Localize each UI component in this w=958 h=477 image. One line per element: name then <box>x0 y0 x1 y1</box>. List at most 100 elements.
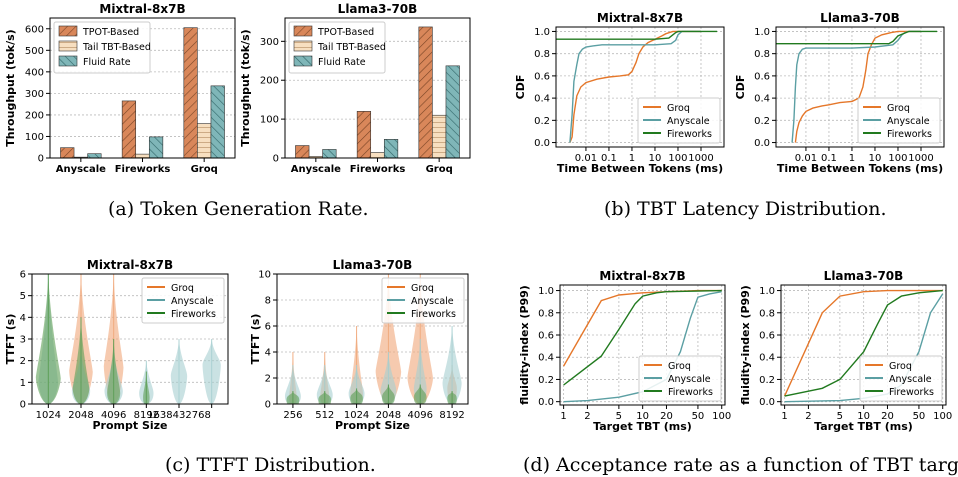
a1-bar-fluid-rate-0 <box>87 153 102 159</box>
d1-ytick-label-2: 0.4 <box>538 353 554 364</box>
c2-legend-label-2: Fireworks <box>411 309 456 320</box>
c1-xlabel: Prompt Size <box>92 419 167 432</box>
c1-axes-frame <box>31 273 229 405</box>
d1-xtick-label-0: 1 <box>560 411 566 422</box>
c1-ytick-label-2: 2 <box>20 356 26 367</box>
a2-bar-fluid-rate-0 <box>322 149 337 159</box>
c2-legend-label-0: Groq <box>411 283 434 294</box>
b1-ytick-label-4: 0.8 <box>534 49 550 60</box>
a1-legend-label-2: Fluid Rate <box>83 57 131 68</box>
b1-ylabel: CDF <box>514 75 527 100</box>
d2-chart: 0.0 0.2 0.4 0.6 0.8 1.0 1 2 5 10 20 50 100 Llama3-70B… <box>739 269 952 433</box>
a1-ytick-label-4: 400 <box>25 67 44 78</box>
d2-ytick-label-4: 0.8 <box>759 308 775 319</box>
d2-xlabel: Target TBT (ms) <box>814 420 913 433</box>
b2-ytick-label-5: 1.0 <box>754 27 770 38</box>
c2-xtick-label-0: 256 <box>283 410 302 421</box>
c2-xtick-label-2: 1024 <box>344 410 369 421</box>
c2-ytick-label-0: 0 <box>265 400 271 411</box>
caption-c: (c) TTFT Distribution. <box>165 454 376 476</box>
d1-xtick-label-5: 50 <box>692 411 705 422</box>
b2-legend-box <box>857 97 941 144</box>
b2-legend-label-1: Anyscale <box>887 116 930 127</box>
b2-ytick-label-1: 0.2 <box>754 116 770 127</box>
a1-title: Mixtral-8x7B <box>99 2 185 16</box>
a2-legend-label-1: Tail TBT-Based <box>317 42 386 53</box>
c1-ylabel: TTFT (s) <box>4 314 17 365</box>
b1-ytick-label-5: 1.0 <box>534 27 550 38</box>
c2-ytick-label-3: 6 <box>265 322 271 333</box>
b2-chart: 0.0 0.2 0.4 0.6 0.8 1.0 0.01 0.1 1 10 100 1000 Llama… <box>734 11 945 175</box>
d2-legend-label-2: Fireworks <box>889 387 934 398</box>
d2-ytick-label-5: 1.0 <box>759 286 775 297</box>
a2-ytick-label-1: 100 <box>260 115 279 126</box>
d2-ylabel: fluidity-index (P99) <box>739 285 752 405</box>
b1-legend-label-0: Groq <box>667 103 690 114</box>
b1-xtick-label-5: 1000 <box>688 153 713 164</box>
c1-legend-box <box>141 277 225 324</box>
a1-bar-tail-tbt-based-1 <box>135 153 150 159</box>
a2-legend-box <box>288 21 386 74</box>
d1-chart: 0.0 0.2 0.4 0.6 0.8 1.0 1 2 5 10 20 50 100 Mixtral-8x… <box>518 269 731 433</box>
a2-title: Llama3-70B <box>338 2 418 16</box>
c2-xtick-label-4: 4096 <box>408 410 433 421</box>
a2-legend-label-2: Fluid Rate <box>318 57 366 68</box>
a2-bar-tail-tbt-based-2 <box>432 114 447 159</box>
c2-ytick-label-4: 8 <box>265 296 271 307</box>
c2-ytick-label-2: 4 <box>265 348 271 359</box>
a1-legend-swatch-1 <box>58 40 78 52</box>
a2-bar-tpot-based-1 <box>356 111 372 159</box>
c1-xtick-label-2: 4096 <box>101 410 126 421</box>
b2-xtick-label-5: 1000 <box>908 153 933 164</box>
b1-xtick-label-2: 1 <box>629 153 635 164</box>
b1-legend-label-2: Fireworks <box>667 129 712 140</box>
d1-xtick-label-3: 10 <box>636 411 649 422</box>
b1-legend-label-1: Anyscale <box>667 116 710 127</box>
b2-ytick-label-2: 0.4 <box>754 94 770 105</box>
a2-xtick-label-1: Fireworks <box>350 164 406 175</box>
c2-title: Llama3-70B <box>333 258 413 272</box>
b1-line-fireworks <box>556 30 718 40</box>
b2-xtick-label-3: 10 <box>869 153 882 164</box>
d1-ytick-label-1: 0.2 <box>538 375 554 386</box>
d2-line-groq <box>783 289 943 397</box>
b2-xtick-label-2: 1 <box>849 153 855 164</box>
a1-ytick-label-3: 300 <box>25 89 44 100</box>
a2-ytick-label-0: 0 <box>273 154 279 165</box>
d1-ytick-label-5: 1.0 <box>538 286 554 297</box>
a2-ytick-label-3: 300 <box>260 37 279 48</box>
d2-title: Llama3-70B <box>824 269 904 283</box>
b1-line-anyscale <box>569 30 701 143</box>
d2-xtick-label-5: 50 <box>913 411 926 422</box>
a1-bar-fluid-rate-2 <box>210 85 225 159</box>
b1-xtick-label-0: 0.01 <box>575 153 597 164</box>
c2-xtick-label-1: 512 <box>315 410 334 421</box>
a2-chart: 0 100 200 300 Anyscale Fireworks Groq Llama3-70… <box>239 2 471 175</box>
b1-xtick-label-1: 0.1 <box>601 153 617 164</box>
d2-xtick-label-1: 2 <box>805 411 811 422</box>
c2-ytick-label-5: 10 <box>258 270 271 281</box>
d2-ytick-label-0: 0.0 <box>759 397 775 408</box>
d2-line-fireworks <box>784 289 943 397</box>
c1-legend-label-0: Groq <box>171 283 194 294</box>
b2-title: Llama3-70B <box>820 11 900 25</box>
caption-d: (d) Acceptance rate as a function of TBT… <box>523 454 958 476</box>
d1-legend-label-0: Groq <box>668 361 691 372</box>
a1-bar-fluid-rate-1 <box>148 136 164 159</box>
a1-legend-swatch-2 <box>58 55 78 67</box>
b1-xtick-label-3: 10 <box>649 153 662 164</box>
b1-xlabel: Time Between Tokens (ms) <box>557 162 723 175</box>
d2-xtick-label-3: 10 <box>857 411 870 422</box>
d2-legend-label-1: Anyscale <box>889 374 932 385</box>
c1-ytick-label-3: 3 <box>20 335 26 346</box>
b2-axes-frame <box>775 26 945 148</box>
c1-legend-label-2: Fireworks <box>171 309 216 320</box>
b1-ytick-label-3: 0.6 <box>534 71 550 82</box>
d2-axes-frame <box>780 284 947 406</box>
d2-legend-box <box>859 355 943 402</box>
c1-ytick-label-0: 0 <box>20 400 26 411</box>
d1-legend-box <box>638 355 722 402</box>
a1-bar-tpot-based-0 <box>60 147 75 159</box>
